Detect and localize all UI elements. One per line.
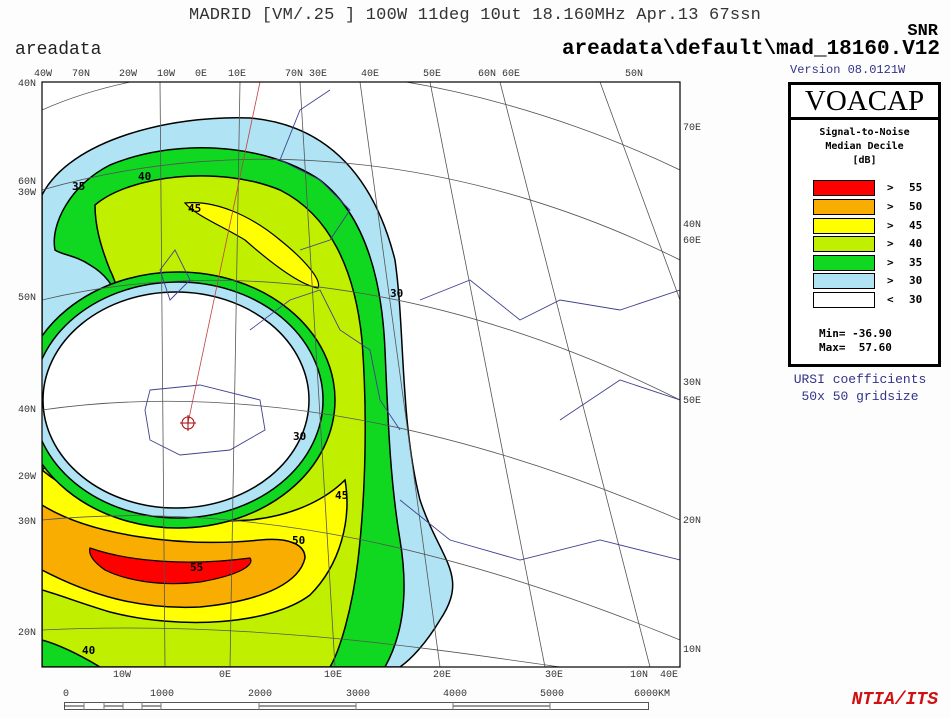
map-frame xyxy=(41,81,681,668)
bottom-tick: 20E xyxy=(433,670,452,681)
contour-label: 55 xyxy=(190,561,203,574)
contour-label: 40 xyxy=(138,170,151,183)
scale-label: 1000 xyxy=(150,689,175,700)
scale-bar xyxy=(64,702,649,710)
bottom-tick: 10N xyxy=(630,670,649,681)
top-tick: 50N xyxy=(625,69,644,80)
scale-label: 5000 xyxy=(540,689,565,700)
parameter-label: SNR xyxy=(907,22,938,41)
scale-label: 0 xyxy=(63,689,70,700)
contour-labels: 35 40 45 30 30 45 50 55 40 xyxy=(72,170,403,657)
contour-label: 40 xyxy=(82,644,95,657)
max-value: Max= 57.60 xyxy=(819,341,892,354)
contour-label: 45 xyxy=(335,489,348,502)
right-tick: 10N xyxy=(683,645,702,656)
contour-50 xyxy=(42,504,306,609)
right-tick: 20N xyxy=(683,516,702,527)
scale-label: 2000 xyxy=(248,689,273,700)
top-tick: 10E xyxy=(228,69,247,80)
contour-label: 50 xyxy=(292,534,305,547)
scale-label: 4000 xyxy=(443,689,468,700)
bottom-tick: 30E xyxy=(545,670,564,681)
data-dir-label: areadata xyxy=(15,40,102,60)
bottom-tick: 10W xyxy=(113,670,132,681)
left-tick: 40N xyxy=(18,79,37,90)
left-tick: 20W xyxy=(18,472,37,483)
right-tick: 40N xyxy=(683,220,702,231)
great-circle-path xyxy=(187,82,261,424)
scale-label: 3000 xyxy=(346,689,371,700)
coefficients-note: URSI coefficients xyxy=(793,372,927,387)
left-tick: 20N xyxy=(18,628,37,639)
right-tick: 60E xyxy=(683,236,702,247)
right-tick: 30N xyxy=(683,378,702,389)
legend-swatch xyxy=(813,255,875,271)
file-path: areadata\default\mad_18160.V12 xyxy=(561,38,940,61)
ntia-its-logo: NTIA/ITS xyxy=(851,690,938,710)
contour-45-north xyxy=(183,202,320,289)
bottom-tick: 0E xyxy=(219,670,232,681)
legend-title-line: Median Decile xyxy=(825,141,904,152)
contour-label: 35 xyxy=(72,180,85,193)
legend-swatch xyxy=(813,273,875,289)
bottom-tick: 40E xyxy=(660,670,679,681)
zone-below-30 xyxy=(42,291,310,509)
top-tick: 60N 60E xyxy=(478,69,521,80)
top-tick: 40E xyxy=(361,69,380,80)
plot-title: MADRID [VM/.25 ] 100W 11deg 10ut 18.160M… xyxy=(188,6,762,25)
contour-label: 45 xyxy=(188,202,201,215)
voacap-logo: VOACAP xyxy=(791,85,938,120)
min-value: Min= -36.90 xyxy=(819,327,892,340)
method-notes: URSI coefficients 50x 50 gridsize xyxy=(790,371,930,405)
legend-swatch xyxy=(813,218,875,234)
left-tick: 30N xyxy=(18,517,37,528)
bottom-tick: 10E xyxy=(324,670,343,681)
contour-label: 30 xyxy=(293,430,306,443)
right-tick: 70E xyxy=(683,123,702,134)
transmitter-marker-icon xyxy=(180,415,196,431)
scale-label: 6000KM xyxy=(634,689,671,700)
contour-label: 30 xyxy=(390,287,403,300)
legend-swatch xyxy=(813,180,875,196)
legend: VOACAP Signal-to-Noise Median Decile [dB… xyxy=(788,82,941,367)
top-tick: 10W xyxy=(157,69,176,80)
legend-title-line: [dB] xyxy=(852,155,877,166)
contour-55 xyxy=(89,547,252,585)
top-tick: 20W xyxy=(119,69,138,80)
legend-swatch xyxy=(813,292,875,308)
top-tick: 70N 30E xyxy=(285,69,328,80)
legend-swatch xyxy=(813,199,875,215)
legend-swatch xyxy=(813,236,875,252)
left-tick: 40N xyxy=(18,405,37,416)
top-tick: 70N xyxy=(72,69,91,80)
right-tick: 50E xyxy=(683,396,702,407)
gridsize-note: 50x 50 gridsize xyxy=(801,389,919,404)
top-tick: 0E xyxy=(195,69,208,80)
legend-title-line: Signal-to-Noise xyxy=(819,127,910,138)
version-label: Version 08.0121W xyxy=(790,63,906,77)
graticule xyxy=(42,82,680,667)
top-tick: 50E xyxy=(423,69,442,80)
left-tick: 30W xyxy=(18,188,37,199)
left-tick: 50N xyxy=(18,293,37,304)
left-tick: 60N xyxy=(18,177,37,188)
top-tick: 40W xyxy=(34,69,53,80)
coastlines xyxy=(144,89,680,561)
